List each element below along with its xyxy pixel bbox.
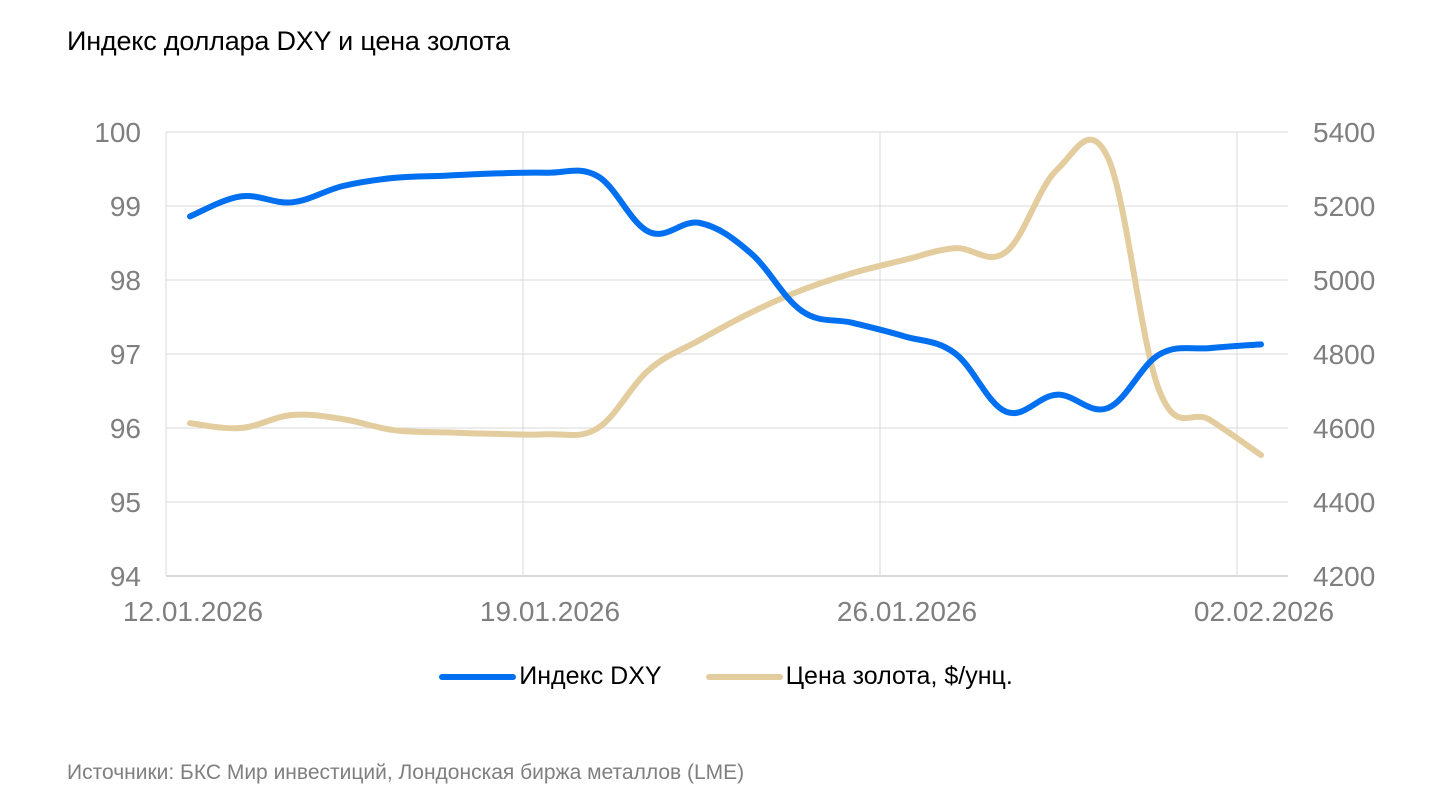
- y-right-tick: 5000: [1313, 265, 1375, 296]
- y-right-tick: 5400: [1313, 117, 1375, 148]
- legend-item-dxy: Индекс DXY: [439, 662, 662, 691]
- y-right-tick: 4600: [1313, 413, 1375, 444]
- y-right-tick: 4400: [1313, 487, 1375, 518]
- gold-price-line: [187, 136, 1264, 458]
- y-right-tick: 4800: [1313, 339, 1375, 370]
- chart-title: Индекс доллара DXY и цена золота: [67, 26, 510, 56]
- legend-item-gold: Цена золота, $/унц.: [705, 662, 1013, 691]
- y-left-tick: 99: [110, 191, 141, 222]
- source-note: Источники: БКС Мир инвестиций, Лондонска…: [67, 761, 745, 784]
- y-axis-right: 5400 5200 5000 4800 4600 4400 4200: [1313, 117, 1375, 592]
- legend: Индекс DXY Цена золота, $/унц.: [0, 662, 1452, 691]
- legend-label-gold: Цена золота, $/унц.: [785, 662, 1013, 690]
- x-tick: 12.01.2026: [123, 596, 263, 627]
- y-left-tick: 97: [110, 339, 141, 370]
- y-left-tick: 98: [110, 265, 141, 296]
- y-axis-left: 100 99 98 97 96 95 94: [94, 117, 141, 592]
- y-left-tick: 100: [94, 117, 141, 148]
- legend-label-dxy: Индекс DXY: [519, 662, 662, 690]
- legend-swatch-dxy: [439, 673, 517, 680]
- gridlines: [165, 131, 1288, 577]
- y-right-tick: 5200: [1313, 191, 1375, 222]
- y-left-tick: 95: [110, 487, 141, 518]
- y-left-tick: 94: [110, 561, 141, 592]
- x-axis: 12.01.2026 19.01.2026 26.01.2026 02.02.2026: [123, 596, 1334, 627]
- x-tick: 26.01.2026: [837, 596, 977, 627]
- x-tick: 19.01.2026: [480, 596, 620, 627]
- y-right-tick: 4200: [1313, 561, 1375, 592]
- y-left-tick: 96: [110, 413, 141, 444]
- legend-swatch-gold: [705, 673, 783, 680]
- x-tick: 02.02.2026: [1194, 596, 1334, 627]
- dxy-index-line: [187, 167, 1264, 417]
